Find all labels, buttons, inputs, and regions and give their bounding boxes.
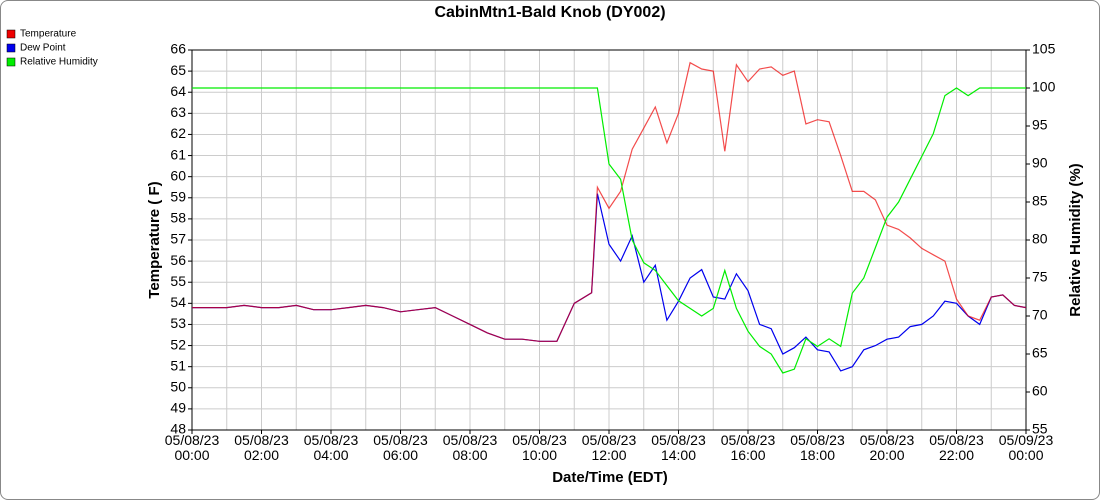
legend-label: Dew Point xyxy=(20,43,66,54)
y-tick-label: 60 xyxy=(170,167,186,183)
x-tick-label: 05/08/23 00:00 xyxy=(164,432,220,463)
y-tick-label: 65 xyxy=(170,62,186,78)
y-tick-label: 66 xyxy=(170,41,186,57)
x-axis-label: Date/Time (EDT) xyxy=(552,469,668,486)
x-tick-label: 05/08/23 16:00 xyxy=(720,432,776,463)
y-tick-label: 48 xyxy=(170,421,186,437)
series-line xyxy=(192,87,1026,374)
x-tick-label: 05/08/23 20:00 xyxy=(859,432,915,463)
y-tick-label: 58 xyxy=(170,210,186,226)
legend-swatch xyxy=(6,57,16,67)
x-tick-label: 05/08/23 12:00 xyxy=(581,432,637,463)
y2-tick-label: 70 xyxy=(1032,307,1048,323)
x-tick-label: 05/08/23 18:00 xyxy=(790,432,845,463)
y-tick-label: 50 xyxy=(170,378,186,394)
y-tick-label: 54 xyxy=(170,294,186,310)
y2-tick-label: 95 xyxy=(1032,117,1048,133)
y-tick-label: 55 xyxy=(170,273,186,289)
y2-tick-label: 60 xyxy=(1032,383,1048,399)
y2-tick-label: 80 xyxy=(1032,231,1048,247)
legend-swatch xyxy=(6,29,16,39)
y2-tick-label: 65 xyxy=(1032,345,1048,361)
legend-label: Relative Humidity xyxy=(20,57,98,68)
plot-border xyxy=(191,49,1027,431)
y-tick-label: 56 xyxy=(170,252,186,268)
y-tick-label: 63 xyxy=(170,104,186,120)
x-tick-label: 05/08/23 10:00 xyxy=(512,432,567,463)
y2-tick-label: 55 xyxy=(1032,421,1048,437)
y2-tick-label: 100 xyxy=(1032,79,1056,95)
x-tick-label: 05/08/23 06:00 xyxy=(373,432,428,463)
x-tick-label: 05/08/23 22:00 xyxy=(929,432,984,463)
y-tick-label: 59 xyxy=(170,188,186,204)
y-tick-label: 57 xyxy=(170,231,186,247)
y-tick-label: 52 xyxy=(170,336,186,352)
y-tick-label: 49 xyxy=(170,400,186,416)
y-tick-label: 62 xyxy=(170,125,186,141)
y2-tick-label: 90 xyxy=(1032,155,1048,171)
series-line xyxy=(192,61,1027,342)
x-tick-label: 05/08/23 04:00 xyxy=(303,432,359,463)
y2-tick-label: 85 xyxy=(1032,193,1048,209)
x-tick-label: 05/08/23 08:00 xyxy=(442,432,498,463)
y-tick-label: 51 xyxy=(170,357,186,373)
y-tick-label: 53 xyxy=(170,315,186,331)
y-tick-label: 64 xyxy=(170,83,186,99)
y-axis-label: Temperature ( F) xyxy=(146,181,163,298)
y2-tick-label: 75 xyxy=(1032,269,1048,285)
legend-label: Temperature xyxy=(20,29,77,40)
y2-axis-label: Relative Humidity (%) xyxy=(1067,163,1084,316)
x-tick-label: 05/08/23 14:00 xyxy=(651,432,706,463)
chart-title: CabinMtn1-Bald Knob (DY002) xyxy=(434,4,665,21)
y-tick-label: 61 xyxy=(170,146,186,162)
y2-tick-label: 105 xyxy=(1032,41,1056,57)
x-tick-label: 05/08/23 02:00 xyxy=(234,432,289,463)
x-tick-label: 05/09/23 00:00 xyxy=(998,432,1054,463)
legend-swatch xyxy=(6,43,16,53)
